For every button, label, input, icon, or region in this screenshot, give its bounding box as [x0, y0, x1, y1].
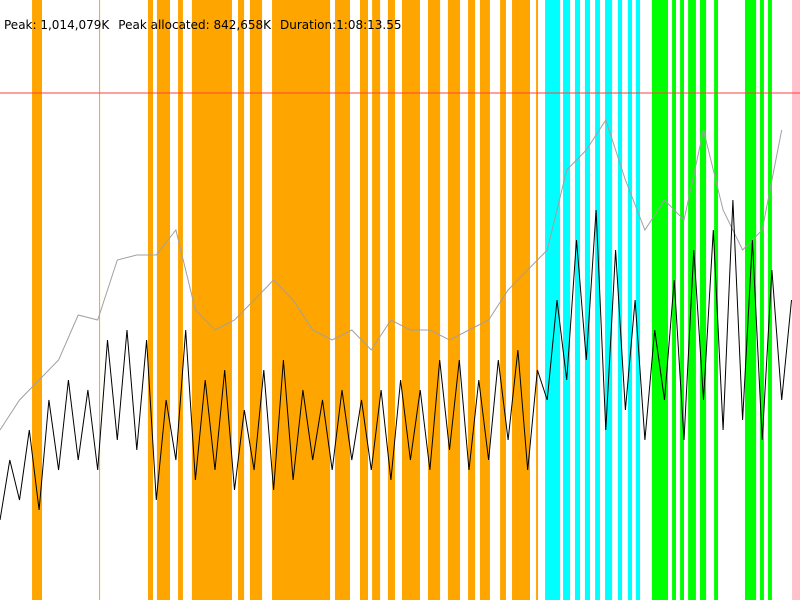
- header: Peak: 1,014,079K Peak allocated: 842,658K…: [4, 4, 411, 32]
- event-band: [563, 0, 571, 600]
- event-band: [584, 0, 591, 600]
- event-band: [651, 0, 668, 600]
- event-band: [427, 0, 441, 600]
- event-band: [156, 0, 171, 600]
- event-band: [500, 0, 506, 600]
- event-band: [468, 0, 476, 600]
- event-band: [359, 0, 368, 600]
- event-band: [447, 0, 461, 600]
- event-band: [272, 0, 331, 600]
- event-band: [372, 0, 381, 600]
- event-band: [334, 0, 351, 600]
- event-band: [744, 0, 757, 600]
- event-band: [680, 0, 685, 600]
- event-band: [191, 0, 232, 600]
- event-band: [714, 0, 719, 600]
- event-band: [595, 0, 600, 600]
- event-band: [536, 0, 539, 600]
- event-band: [99, 0, 101, 600]
- event-band: [617, 0, 623, 600]
- event-band: [249, 0, 263, 600]
- event-band: [605, 0, 613, 600]
- event-band: [792, 0, 800, 600]
- peak-allocated-label: Peak allocated: 842,658K: [118, 18, 271, 32]
- event-band: [479, 0, 490, 600]
- event-band: [627, 0, 633, 600]
- event-band: [238, 0, 245, 600]
- event-band: [401, 0, 420, 600]
- event-band: [635, 0, 641, 600]
- series-line: [0, 199, 792, 521]
- peak-label: Peak: 1,014,079K: [4, 18, 110, 32]
- event-band: [672, 0, 676, 600]
- duration-label: Duration:1:08:13.55: [279, 18, 402, 32]
- event-band: [147, 0, 154, 600]
- event-band: [574, 0, 581, 600]
- event-band: [512, 0, 531, 600]
- event-band: [545, 0, 561, 600]
- series-line: [0, 118, 783, 431]
- event-band: [178, 0, 183, 600]
- event-band: [387, 0, 395, 600]
- event-band: [700, 0, 707, 600]
- event-band: [760, 0, 764, 600]
- event-band: [32, 0, 43, 600]
- event-band: [688, 0, 696, 600]
